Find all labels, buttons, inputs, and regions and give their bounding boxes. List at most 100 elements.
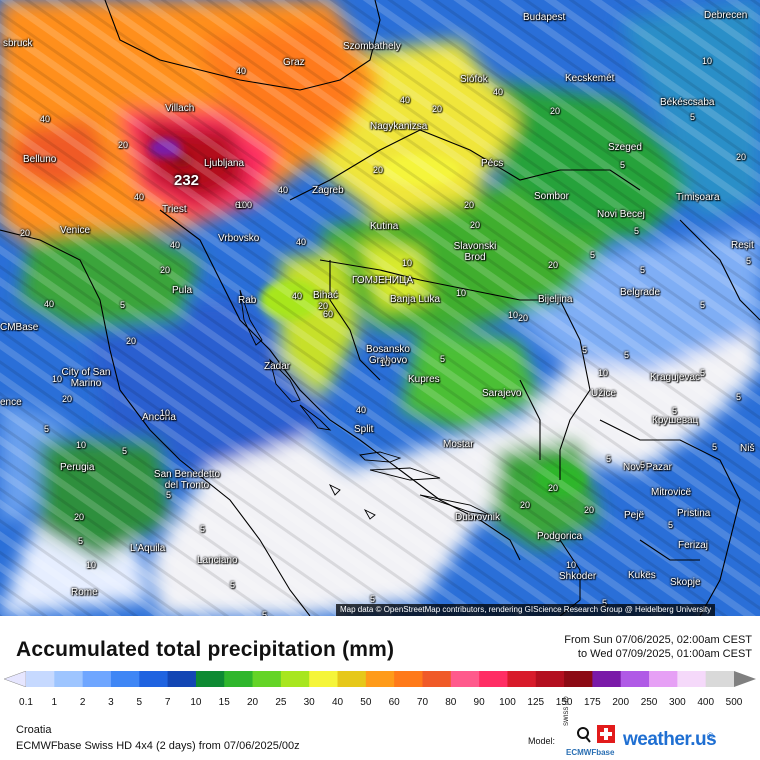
precipitation-map: Budapest Debrecen sbruck Szombathely Graz Sió… <box>0 0 760 616</box>
city-label-szeged: Szeged <box>608 142 642 153</box>
city-label-pristina: Pristina <box>677 508 711 519</box>
contour-label: 5 <box>634 226 640 236</box>
legend-tick-label: 100 <box>499 697 516 708</box>
legend-swatch <box>252 671 282 687</box>
contour-label: 5 <box>712 442 718 452</box>
period-from: From Sun 07/06/2025, 02:00am CEST <box>564 634 752 646</box>
contour-label: 20 <box>20 228 31 238</box>
city-label-nis: Niš <box>740 443 755 454</box>
city-label-kupres: Kupres <box>408 374 440 385</box>
color-legend-bar <box>4 671 756 687</box>
contour-label: 20 <box>548 260 559 270</box>
city-label-sarajevo: Sarajevo <box>482 388 522 399</box>
contour-label: 40 <box>278 185 289 195</box>
contour-label: 10 <box>508 310 519 320</box>
city-label-ljubljana: Ljubljana <box>204 158 245 169</box>
city-label-vrbovsko: Vrbovsko <box>218 233 260 244</box>
contour-label: 20 <box>518 313 529 323</box>
contour-label: 5 <box>262 610 268 616</box>
contour-label: 40 <box>292 291 303 301</box>
city-label-sanmarino: City of San Marino <box>61 367 111 389</box>
contour-label: 20 <box>584 505 595 515</box>
legend-swatch <box>620 671 650 687</box>
contour-label: 40 <box>170 240 181 250</box>
legend-swatch <box>592 671 622 687</box>
contour-label: 40 <box>493 87 504 97</box>
contour-label: 5 <box>736 392 742 402</box>
contour-label: 20 <box>520 500 531 510</box>
city-label-innsbruck: sbruck <box>3 38 33 49</box>
contour-label: 20 <box>464 200 475 210</box>
legend-tick-label: 80 <box>445 697 457 708</box>
contour-label: 5 <box>582 345 588 355</box>
contour-label: 5 <box>690 112 696 122</box>
contour-label: 5 <box>700 368 706 378</box>
max-value-label: 232 <box>174 172 200 189</box>
contour-label: 5 <box>44 424 50 434</box>
contour-label: 5 <box>624 350 630 360</box>
city-label-pula: Pula <box>172 285 193 296</box>
city-label-slavonskibrod: Slavonski Brod <box>453 241 497 263</box>
city-label-peje: Pejë <box>624 510 645 521</box>
contour-label: 5 <box>166 490 172 500</box>
footer-panel <box>0 616 760 760</box>
legend-min-arrow <box>4 671 27 687</box>
legend-swatch <box>26 671 55 687</box>
contour-label: 5 <box>746 256 752 266</box>
legend-labels: 0.1 1 2 3 5 7 10 15 20 25 30 40 50 60 70 80 90 100 125 150 1… <box>0 697 760 711</box>
brand-logo[interactable]: weather.us <box>623 729 717 750</box>
city-label-cmbase: CMBase <box>0 322 39 333</box>
city-label-perugia: Perugia <box>60 462 95 473</box>
city-label-kragujevac: Kragujevac <box>650 372 701 383</box>
contour-label: 10 <box>76 440 87 450</box>
city-label-graz: Graz <box>283 57 305 68</box>
city-label-mitrovice: Mitrovicë <box>651 487 692 498</box>
contour-label: 5 <box>602 598 608 608</box>
contour-label: 20 <box>548 483 559 493</box>
contour-label: 40 <box>356 405 367 415</box>
city-label-split: Split <box>354 424 374 435</box>
contour-label: 5 <box>120 300 126 310</box>
city-label-mostar: Mostar <box>443 439 474 450</box>
legend-tick-label: 500 <box>725 697 743 708</box>
city-label-triest: Triest <box>162 204 187 215</box>
city-label-rab: Rab <box>238 295 257 306</box>
legend-tick-label: 50 <box>360 697 372 708</box>
city-label-lanciano: Lanciano <box>197 555 238 566</box>
contour-label: 20 <box>432 104 443 114</box>
legend-swatch <box>677 671 707 687</box>
legend-tick-label: 15 <box>218 697 230 708</box>
contour-label: 40 <box>400 95 411 105</box>
precipitation-field <box>0 0 760 616</box>
city-label-pecs: Pécs <box>481 158 504 169</box>
city-label-podgorica: Podgorica <box>537 531 583 542</box>
contour-label: 60 <box>235 200 246 210</box>
contour-label: 20 <box>373 165 384 175</box>
contour-label: 20 <box>118 140 129 150</box>
legend-swatch <box>394 671 423 687</box>
contour-label: 10 <box>52 374 63 384</box>
legend-tick-label: 60 <box>388 697 400 708</box>
city-label-kecskemet: Kecskemét <box>565 73 615 84</box>
contour-label: 5 <box>200 524 206 534</box>
legend-swatch <box>280 671 310 687</box>
contour-label: 20 <box>318 301 329 311</box>
legend-max-arrow <box>734 671 756 687</box>
legend-tick-label: 3 <box>108 697 114 708</box>
city-label-skopje: Skopje <box>670 577 701 588</box>
contour-label: 5 <box>78 536 84 546</box>
city-label-novibecej: Novi Becej <box>597 209 645 220</box>
swiss-flag-icon <box>597 725 615 743</box>
city-label-banjaluka: Banja Luka <box>390 294 441 305</box>
legend-tick-label: 70 <box>416 697 429 708</box>
city-label-shkoder: Shkoder <box>559 571 597 582</box>
contour-label: 10 <box>598 368 609 378</box>
legend-swatch <box>649 671 678 687</box>
contour-label: 40 <box>236 66 247 76</box>
city-label-laquila: L'Aquila <box>130 543 166 554</box>
city-label-sanbenedetto: San Benedetto del Tronto <box>153 469 221 491</box>
contour-label: 40 <box>134 192 145 202</box>
contour-label: 40 <box>40 114 51 124</box>
ecmwf-logo-text: ECMWFbase <box>566 748 615 757</box>
contour-label: 10 <box>380 358 391 368</box>
